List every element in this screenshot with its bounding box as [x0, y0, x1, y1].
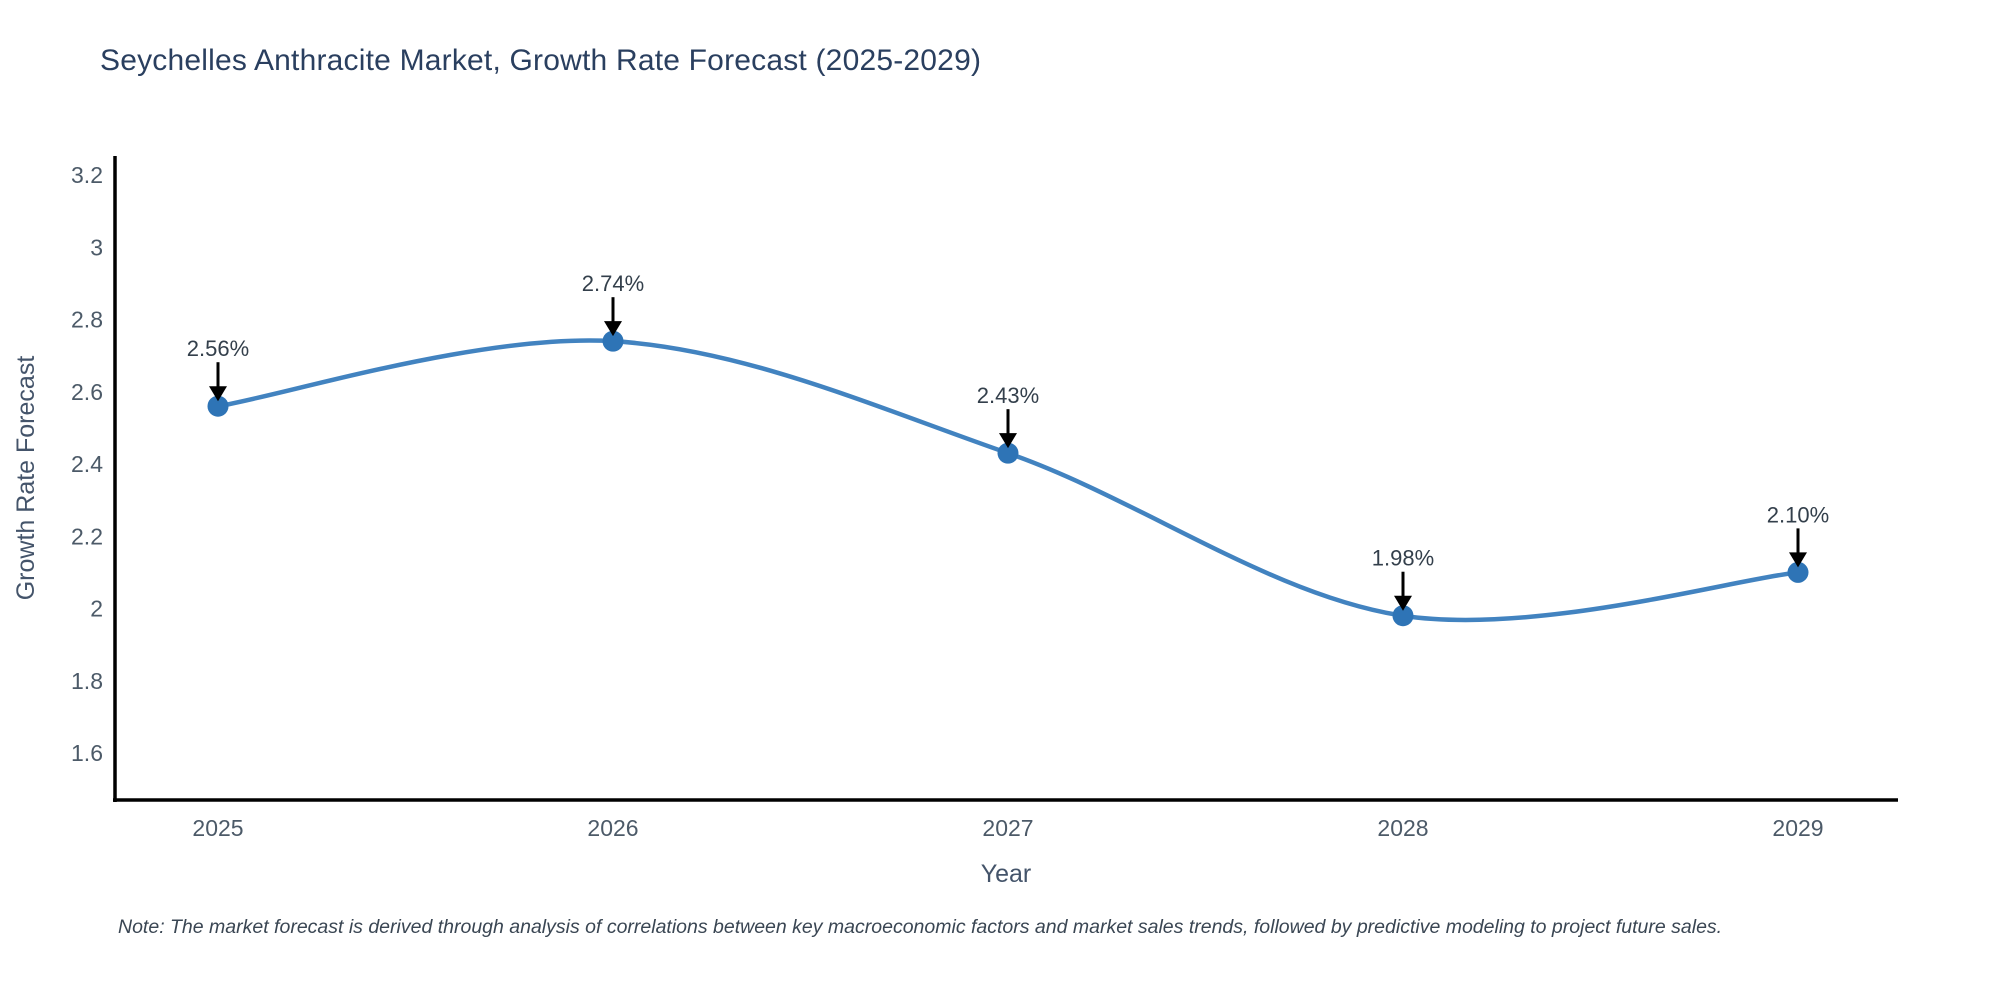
- y-tick-label: 1.6: [71, 740, 103, 766]
- annotation-arrow-head: [999, 433, 1017, 449]
- data-point-2028[interactable]: [1392, 605, 1414, 627]
- y-tick-label: 2: [90, 596, 103, 622]
- data-point-2029[interactable]: [1787, 561, 1809, 583]
- y-tick-label: 1.8: [71, 668, 103, 694]
- y-tick-label: 2.4: [71, 451, 103, 477]
- x-tick-label-2028: 2028: [1377, 815, 1428, 841]
- annotation-label-2028: 1.98%: [1372, 546, 1434, 571]
- annotation-label-2029: 2.10%: [1767, 502, 1829, 527]
- data-point-2027[interactable]: [997, 442, 1019, 464]
- x-tick-label-2025: 2025: [192, 815, 243, 841]
- annotation-label-2027: 2.43%: [977, 383, 1039, 408]
- annotation-label-2025: 2.56%: [187, 336, 249, 361]
- footnote: Note: The market forecast is derived thr…: [118, 916, 1723, 938]
- annotation-arrow-head: [1789, 552, 1807, 568]
- x-tick-label-2026: 2026: [587, 815, 638, 841]
- annotation-label-2026: 2.74%: [582, 271, 644, 296]
- annotation-arrow-head: [209, 386, 227, 402]
- annotation-arrow-head: [604, 321, 622, 337]
- x-tick-label-2027: 2027: [982, 815, 1033, 841]
- chart-title: Seychelles Anthracite Market, Growth Rat…: [100, 44, 982, 77]
- x-axis-title: Year: [981, 860, 1032, 888]
- y-tick-label: 2.2: [71, 523, 103, 549]
- annotation-arrow-head: [1394, 595, 1412, 611]
- y-tick-label: 3: [90, 234, 103, 260]
- data-point-2025[interactable]: [207, 395, 229, 417]
- y-tick-label: 2.8: [71, 307, 103, 333]
- data-point-2026[interactable]: [602, 330, 624, 352]
- chart-plot-area: 3.2 3 2.8 2.6 2.4 2.2 2 1.8 1.6 2025 2026 2027 2028 2…: [71, 156, 1898, 841]
- x-tick-label-2029: 2029: [1772, 815, 1823, 841]
- y-tick-label: 2.6: [71, 379, 103, 405]
- y-tick-label: 3.2: [71, 162, 103, 188]
- y-axis-title: Growth Rate Forecast: [12, 356, 40, 601]
